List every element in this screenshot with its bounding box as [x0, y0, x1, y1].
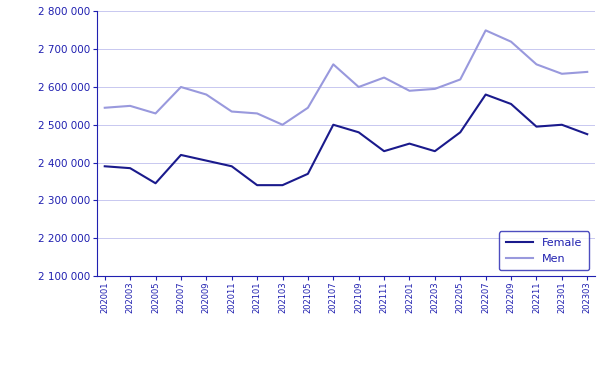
Legend: Female, Men: Female, Men	[499, 231, 589, 270]
Female	[304, 172, 311, 176]
Female	[406, 141, 413, 146]
Men	[177, 85, 185, 89]
Men	[583, 70, 591, 74]
Men	[507, 39, 515, 44]
Men	[101, 105, 109, 110]
Men	[152, 111, 159, 116]
Men	[228, 109, 236, 114]
Men	[381, 75, 388, 80]
Female	[558, 123, 566, 127]
Men	[431, 87, 438, 91]
Female	[482, 92, 489, 97]
Female	[152, 181, 159, 185]
Female	[507, 101, 515, 106]
Female	[533, 124, 540, 129]
Men	[456, 77, 464, 82]
Female	[228, 164, 236, 169]
Men	[482, 28, 489, 33]
Men	[330, 62, 337, 67]
Line: Men: Men	[105, 30, 587, 125]
Female	[126, 166, 134, 170]
Female	[456, 130, 464, 134]
Female	[101, 164, 109, 169]
Female	[330, 123, 337, 127]
Female	[177, 153, 185, 157]
Female	[203, 158, 210, 163]
Men	[558, 72, 566, 76]
Men	[279, 123, 286, 127]
Men	[126, 103, 134, 108]
Men	[355, 85, 362, 89]
Men	[254, 111, 261, 116]
Men	[304, 105, 311, 110]
Men	[203, 92, 210, 97]
Female	[279, 183, 286, 187]
Female	[254, 183, 261, 187]
Female	[431, 149, 438, 154]
Female	[355, 130, 362, 134]
Female	[583, 132, 591, 136]
Female	[381, 149, 388, 154]
Men	[406, 88, 413, 93]
Line: Female: Female	[105, 95, 587, 185]
Men	[533, 62, 540, 67]
